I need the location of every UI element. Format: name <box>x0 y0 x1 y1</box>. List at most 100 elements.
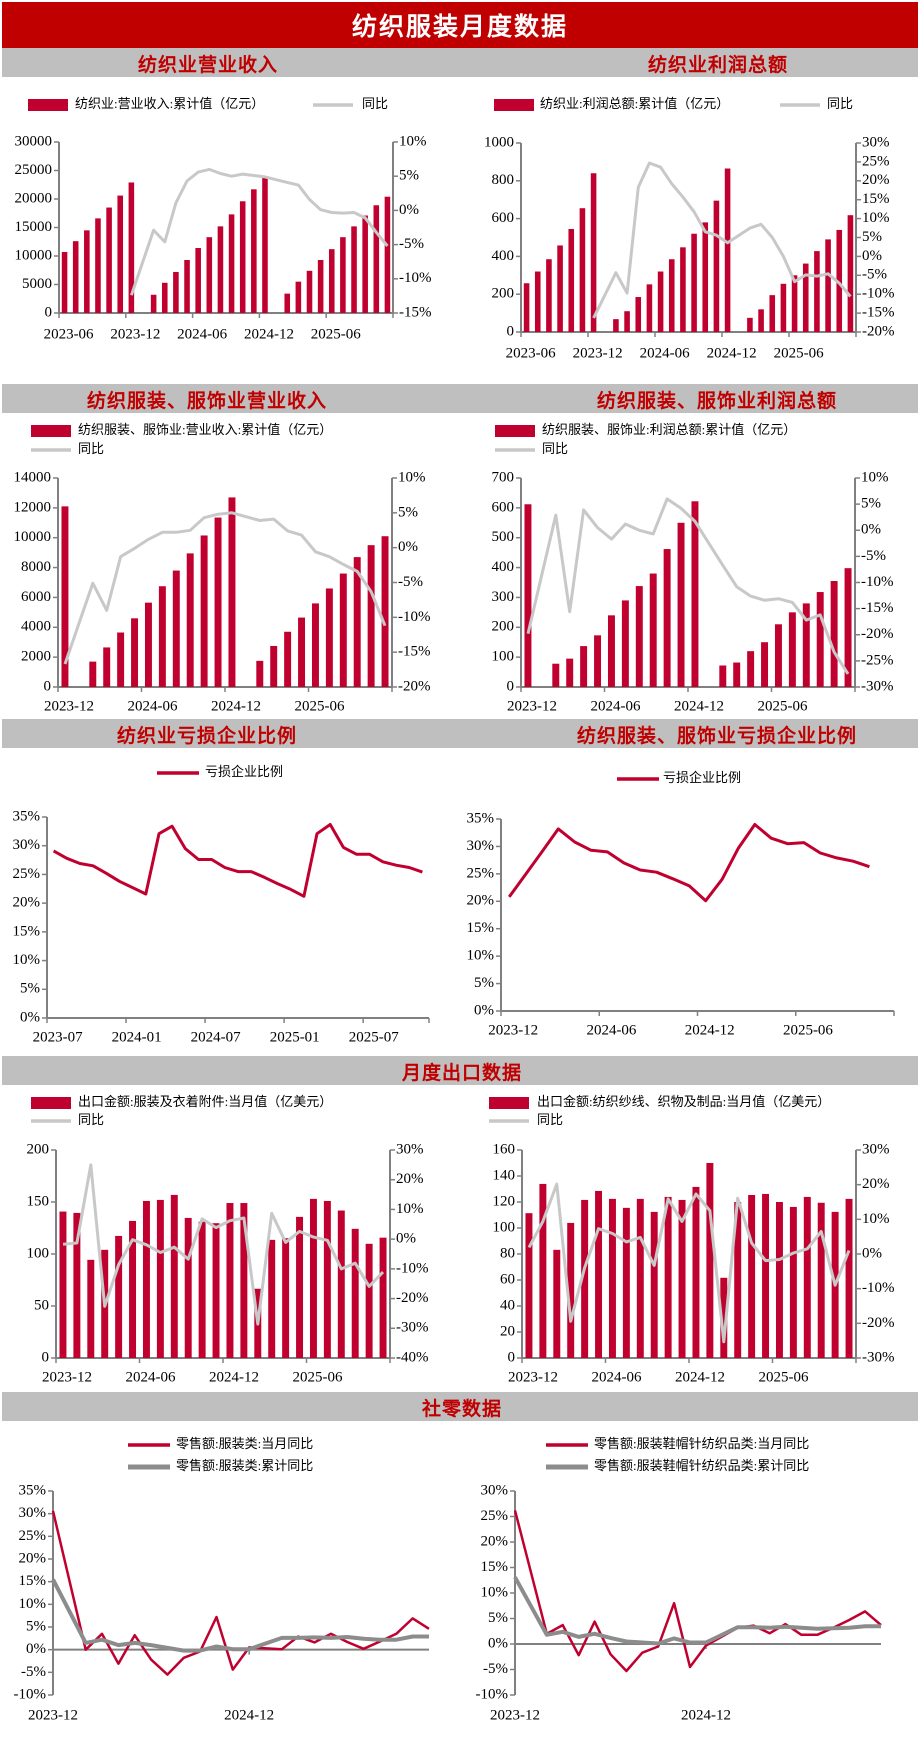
bar <box>226 1203 234 1358</box>
bar <box>95 218 101 313</box>
y-tick-label: 25% <box>467 865 495 881</box>
bar <box>825 239 831 332</box>
x-tick-label: 2024-12 <box>681 1707 731 1723</box>
y2-tick-label: 10% <box>399 133 427 149</box>
bar <box>353 557 361 687</box>
x-tick-label: 2023-12 <box>508 1369 558 1385</box>
legend-label: 亏损企业比例 <box>205 764 283 779</box>
y-tick-label: 25000 <box>15 162 53 178</box>
y-tick-label: 20% <box>467 893 495 909</box>
y2-tick-label: -20% <box>862 1315 895 1331</box>
bar <box>172 570 180 687</box>
x-tick-label: 2024-06 <box>591 1369 641 1385</box>
y2-tick-label: -40% <box>396 1349 429 1365</box>
bar <box>239 201 246 313</box>
bar <box>340 237 346 313</box>
chart-8: 0 20 40 60 80 100 120 140 160 -30% -20% -10% 0% 10% 20… <box>489 1094 895 1385</box>
bar <box>613 319 619 332</box>
y-tick-label: 35% <box>19 1482 47 1498</box>
legend-swatch-bar <box>489 1097 529 1109</box>
bar <box>524 504 532 687</box>
y-tick-label: 5% <box>474 975 494 991</box>
x-tick-label: 2023-12 <box>42 1369 92 1385</box>
bar <box>691 501 699 687</box>
bar <box>624 311 630 332</box>
bar <box>608 1198 616 1358</box>
y2-tick-label: -30% <box>862 1349 895 1365</box>
bar <box>678 1199 686 1358</box>
y-tick-label: 35% <box>467 810 495 826</box>
x-tick-label: 2024-06 <box>177 326 227 342</box>
y-tick-label: 600 <box>492 210 515 226</box>
x-tick-label: 2023-06 <box>44 326 94 342</box>
y2-tick-label: -15% <box>861 600 894 616</box>
chart-3: 0 2000 4000 6000 8000 10000 12000 14000 -20% -15%… <box>14 422 431 714</box>
legend-label: 零售额:服装类:累计同比 <box>176 1458 313 1473</box>
y-tick-label: 15000 <box>15 219 53 235</box>
bar <box>144 602 152 687</box>
x-tick-label: 2024-01 <box>112 1029 162 1045</box>
y2-tick-label: 5% <box>399 168 419 184</box>
y-tick-label: 600 <box>492 499 515 515</box>
y-tick-label: 15% <box>13 923 41 939</box>
x-tick-label: 2023-12 <box>28 1707 78 1723</box>
y2-tick-label: 30% <box>396 1141 424 1157</box>
section-title: 纺织业亏损企业比例 <box>116 726 298 747</box>
x-tick-label: 2023-12 <box>488 1022 538 1038</box>
bar <box>317 259 324 313</box>
bar <box>762 1193 770 1358</box>
series-line <box>51 1578 429 1653</box>
section-header-textile: 纺织业营业收入 纺织业利润总额 <box>2 48 918 77</box>
bar <box>103 647 111 687</box>
y2-tick-label: -20% <box>861 626 894 642</box>
bar <box>198 1221 206 1358</box>
y2-tick-label: -20% <box>396 1290 429 1306</box>
y2-tick-label: -10% <box>862 1280 895 1296</box>
bar <box>691 233 697 332</box>
y-tick-label: 400 <box>492 248 515 264</box>
y2-tick-label: -10% <box>399 270 432 286</box>
bar <box>206 237 213 313</box>
bar <box>351 226 357 313</box>
x-tick-label: 2025-06 <box>311 326 361 342</box>
bar <box>734 1202 742 1358</box>
x-tick-label: 2025-06 <box>758 1369 808 1385</box>
y-tick-label: 20% <box>481 1533 509 1549</box>
series-line <box>592 161 852 319</box>
bar <box>724 168 731 332</box>
legend: 纺织业:营业收入:累计值（亿元） 同比 <box>28 96 388 111</box>
bar <box>158 586 166 687</box>
section-title: 纺织业营业收入 <box>137 55 279 76</box>
section-header-export: 月度出口数据 <box>2 1056 918 1085</box>
bar <box>650 1211 658 1358</box>
legend-swatch-bar <box>31 1097 71 1109</box>
bar <box>788 612 796 687</box>
bar <box>384 196 391 313</box>
bar <box>129 1220 137 1358</box>
y2-tick-label: 20% <box>396 1171 424 1187</box>
y2-tick-label: -30% <box>861 678 894 694</box>
chart-10: -10% -5% 0% 5% 10% 15% 20% 25% 30% 2023-12 2024-12… <box>476 1436 882 1723</box>
page-title: 纺织服装月度数据 <box>2 2 918 48</box>
bar <box>339 573 347 687</box>
x-tick-label: 2023-07 <box>33 1029 83 1045</box>
bar <box>552 663 560 687</box>
bar <box>539 1183 547 1358</box>
bar <box>89 661 97 687</box>
bar <box>212 1223 220 1358</box>
y2-tick-label: 25% <box>862 153 890 169</box>
y2-tick-label: 0% <box>861 522 881 538</box>
legend: 纺织服装、服饰业:利润总额:累计值（亿元） 同比 <box>495 422 796 456</box>
bar <box>663 549 671 687</box>
chart-9: -10% -5% 0% 5% 10% 15% 20% 25% 30% 35% 2023-12 2024… <box>14 1436 430 1723</box>
y-tick-label: 100 <box>492 649 515 665</box>
bar <box>142 1200 150 1358</box>
y-tick-label: 20% <box>19 1550 47 1566</box>
section-header-retail: 社零数据 <box>2 1392 918 1421</box>
bar <box>284 293 291 313</box>
legend: 纺织服装、服饰业:营业收入:累计值（亿元） 同比 <box>31 422 332 456</box>
y-tick-label: 10000 <box>14 529 52 545</box>
bar <box>61 252 68 313</box>
bar <box>720 1277 728 1358</box>
